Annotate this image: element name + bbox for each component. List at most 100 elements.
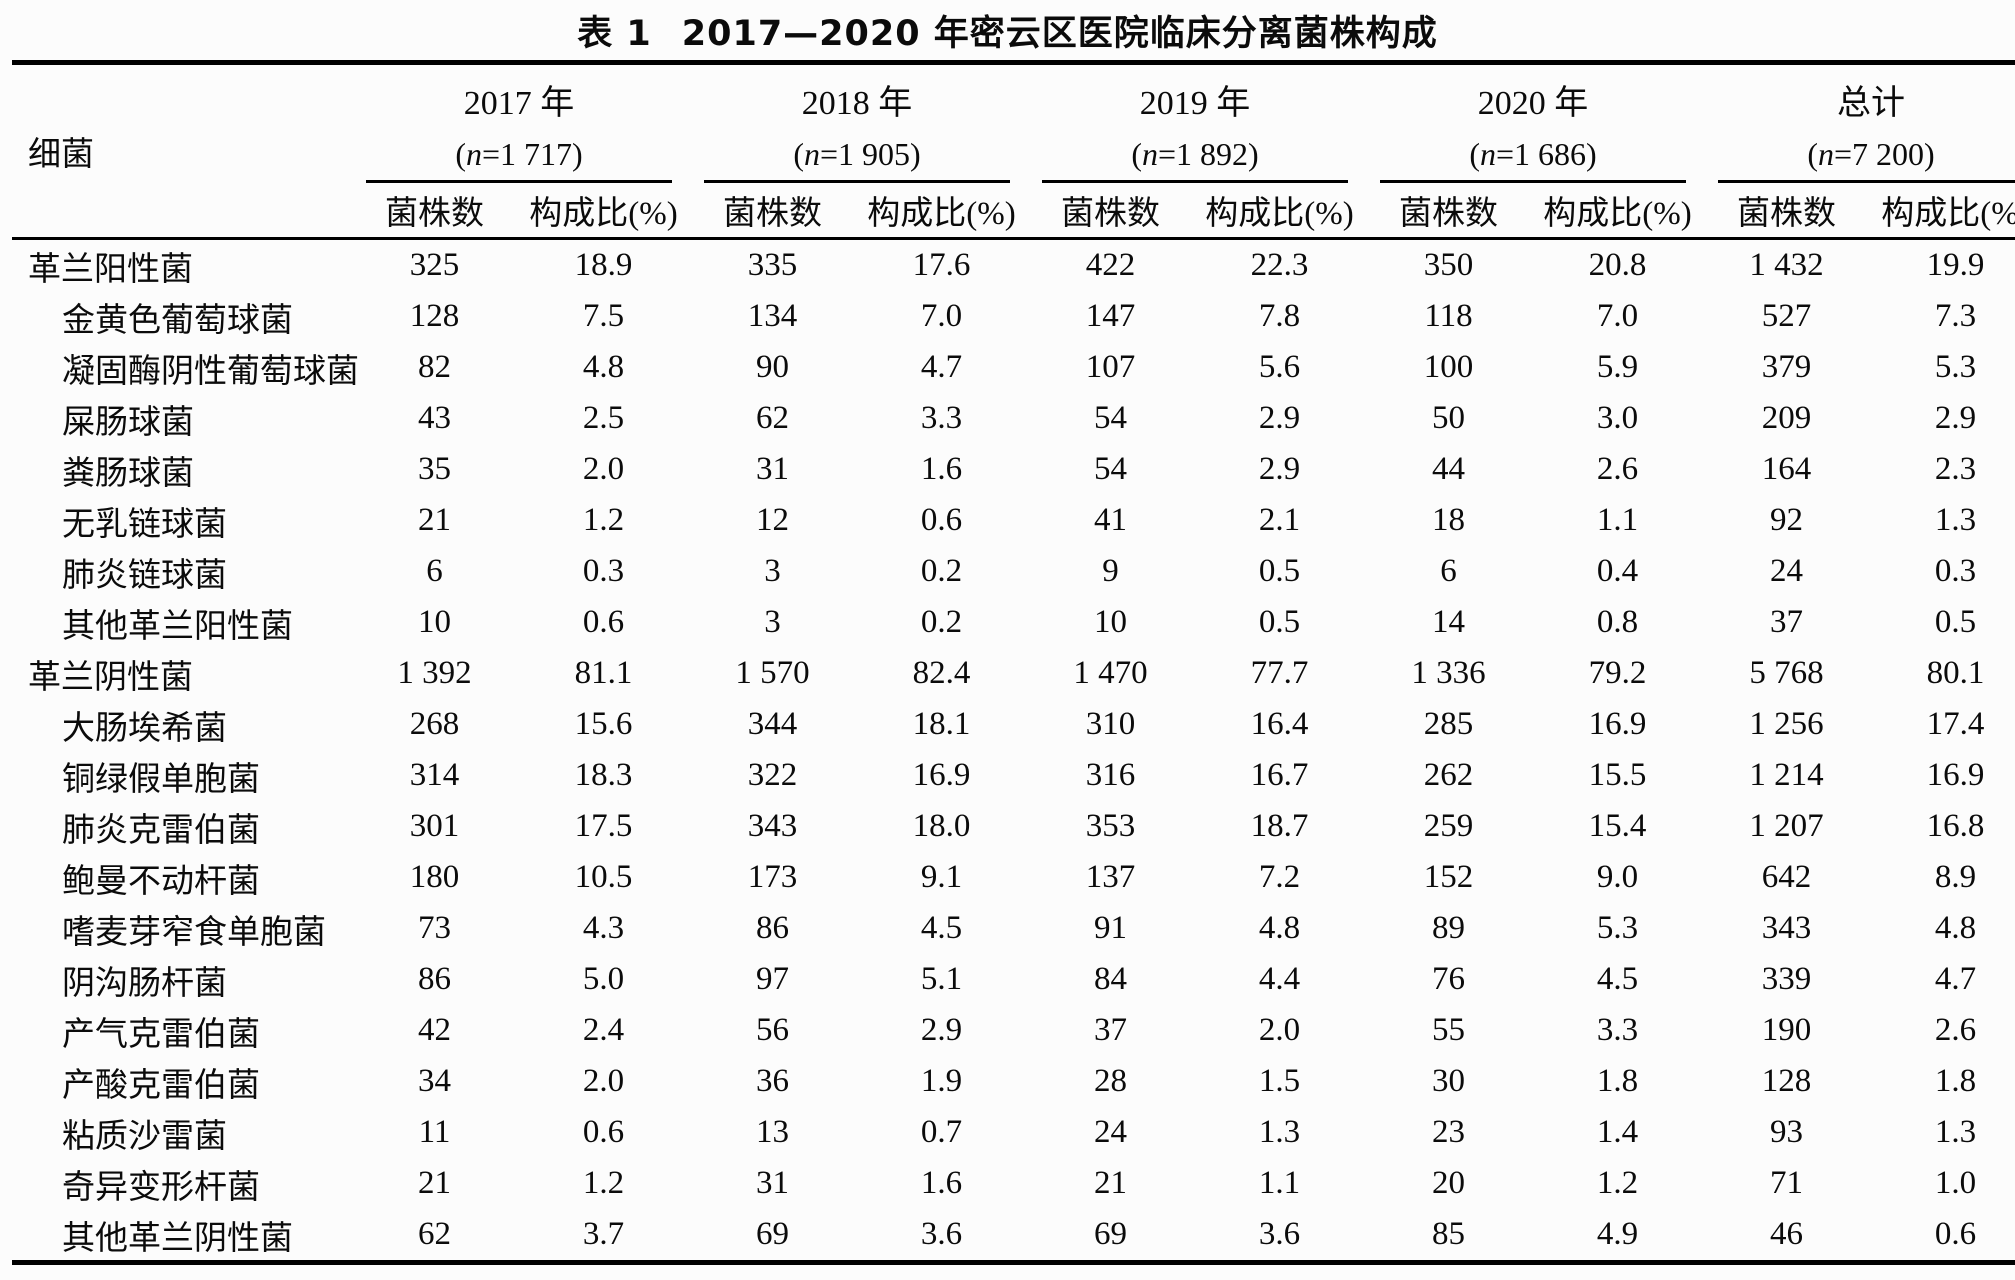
strain-count-cell: 6 [426, 553, 443, 589]
strain-count-cell: 86 [418, 961, 451, 997]
percentage-cell: 17.6 [912, 247, 971, 283]
table-row: 嗜麦芽窄食单胞菌 73 4.3 86 4.5 91 4.8 89 5.3 343 4.8 [12, 903, 2015, 954]
table-row: 屎肠球菌 43 2.5 62 3.3 54 2.9 50 3.0 209 2.9 [12, 393, 2015, 444]
strain-count-cell: 20 [1432, 1165, 1465, 1201]
percentage-cell: 3.6 [1258, 1216, 1301, 1252]
percentage-cell: 7.2 [1258, 859, 1301, 895]
percentage-cell: 5.1 [920, 961, 963, 997]
subheader-strain-count: 菌株数 [1702, 183, 1871, 240]
bacteria-name-cell: 其他革兰阳性菌 [62, 608, 293, 645]
bacteria-name-cell: 肺炎链球菌 [62, 557, 227, 594]
sample-size-label: (n=7 200) [1702, 125, 2015, 183]
strain-count-cell: 1 392 [397, 655, 472, 691]
strain-count-cell: 55 [1432, 1012, 1465, 1048]
strain-count-cell: 1 570 [735, 655, 810, 691]
strain-count-cell: 642 [1761, 859, 1812, 895]
percentage-cell: 7.0 [1596, 298, 1639, 334]
strain-count-cell: 353 [1085, 808, 1136, 844]
strain-count-cell: 35 [418, 451, 451, 487]
strain-count-cell: 85 [1432, 1216, 1465, 1252]
percentage-cell: 18.3 [574, 757, 633, 793]
percentage-cell: 2.6 [1934, 1012, 1977, 1048]
bacteria-name-cell: 粘质沙雷菌 [62, 1118, 227, 1155]
subheader-percentage: 构成比(%) [519, 183, 688, 240]
bacteria-name-cell: 嗜麦芽窄食单胞菌 [62, 914, 326, 951]
strain-count-cell: 209 [1761, 400, 1812, 436]
percentage-cell: 1.6 [920, 451, 963, 487]
percentage-cell: 4.5 [1596, 961, 1639, 997]
strain-count-cell: 76 [1432, 961, 1465, 997]
strain-count-cell: 3 [764, 604, 781, 640]
percentage-cell: 0.2 [920, 553, 963, 589]
strain-count-cell: 69 [756, 1216, 789, 1252]
strain-count-cell: 322 [747, 757, 798, 793]
sample-size-label: (n=1 717) [350, 125, 688, 183]
percentage-cell: 16.4 [1250, 706, 1309, 742]
strain-count-cell: 325 [409, 247, 460, 283]
percentage-cell: 4.7 [1934, 961, 1977, 997]
percentage-cell: 10.5 [574, 859, 633, 895]
strain-count-cell: 43 [418, 400, 451, 436]
table-row: 肺炎链球菌 6 0.3 3 0.2 9 0.5 6 0.4 24 0.3 [12, 546, 2015, 597]
bacteria-name-cell: 产酸克雷伯菌 [62, 1067, 260, 1104]
bacteria-name-cell: 金黄色葡萄球菌 [62, 302, 293, 339]
percentage-cell: 0.2 [920, 604, 963, 640]
strain-count-cell: 54 [1094, 400, 1127, 436]
strain-count-cell: 71 [1770, 1165, 1803, 1201]
percentage-cell: 5.9 [1596, 349, 1639, 385]
subheader-percentage: 构成比(%) [1871, 183, 2015, 240]
strain-count-cell: 21 [418, 502, 451, 538]
percentage-cell: 3.0 [1596, 400, 1639, 436]
year-group-header: 总计 [1837, 84, 1905, 122]
subheader-percentage: 构成比(%) [1195, 183, 1364, 240]
strain-count-cell: 310 [1085, 706, 1136, 742]
table-header: 细菌 2017 年 2018 年 2019 年 2020 年总计 (n=1 717)(… [12, 62, 2015, 240]
strain-count-cell: 1 214 [1749, 757, 1824, 793]
percentage-cell: 4.5 [920, 910, 963, 946]
table-row: 阴沟肠杆菌 86 5.0 97 5.1 84 4.4 76 4.5 339 4.7 [12, 954, 2015, 1005]
bacteria-name-cell: 奇异变形杆菌 [62, 1169, 260, 1206]
percentage-cell: 16.9 [1926, 757, 1985, 793]
percentage-cell: 0.4 [1596, 553, 1639, 589]
percentage-cell: 1.3 [1934, 502, 1977, 538]
strain-count-cell: 137 [1085, 859, 1136, 895]
percentage-cell: 1.2 [1596, 1165, 1639, 1201]
column-header-bacteria: 细菌 [12, 62, 350, 240]
table-row: 产酸克雷伯菌 34 2.0 36 1.9 28 1.5 30 1.8 128 1.8 [12, 1056, 2015, 1107]
subheader-percentage: 构成比(%) [1533, 183, 1702, 240]
bacteria-name-cell: 革兰阴性菌 [28, 659, 193, 696]
strain-count-cell: 10 [418, 604, 451, 640]
subheader-row: 菌株数 构成比(%) 菌株数 构成比(%) 菌株数 构成比(%) 菌株数 构成比(%) 菌株数构… [12, 183, 2015, 240]
table-row: 革兰阳性菌 325 18.9 335 17.6 422 22.3 350 20.8 1 432 19… [12, 239, 2015, 292]
table-row: 粪肠球菌 35 2.0 31 1.6 54 2.9 44 2.6 164 2.3 [12, 444, 2015, 495]
bacteria-name-cell: 凝固酶阴性葡萄球菌 [62, 353, 359, 390]
percentage-cell: 2.9 [1258, 451, 1301, 487]
table-row: 产气克雷伯菌 42 2.4 56 2.9 37 2.0 55 3.3 190 2.6 [12, 1005, 2015, 1056]
percentage-cell: 0.6 [1934, 1216, 1977, 1252]
strain-count-cell: 21 [1094, 1165, 1127, 1201]
percentage-cell: 0.3 [582, 553, 625, 589]
strain-count-cell: 18 [1432, 502, 1465, 538]
strain-count-cell: 30 [1432, 1063, 1465, 1099]
subheader-strain-count: 菌株数 [688, 183, 857, 240]
bacteria-name-cell: 屎肠球菌 [62, 404, 194, 441]
subheader-strain-count: 菌株数 [1026, 183, 1195, 240]
percentage-cell: 0.6 [582, 1114, 625, 1150]
bacteria-name-cell: 铜绿假单胞菌 [62, 761, 260, 798]
percentage-cell: 20.8 [1588, 247, 1647, 283]
strain-count-cell: 9 [1102, 553, 1119, 589]
sample-size-label: (n=1 905) [688, 125, 1026, 183]
strain-count-cell: 100 [1423, 349, 1474, 385]
strain-count-cell: 50 [1432, 400, 1465, 436]
percentage-cell: 19.9 [1926, 247, 1985, 283]
strain-count-cell: 37 [1770, 604, 1803, 640]
year-group-header: 2017 年 [463, 84, 575, 122]
sample-size-label: (n=1 892) [1026, 125, 1364, 183]
percentage-cell: 82.4 [912, 655, 971, 691]
strain-count-cell: 180 [409, 859, 460, 895]
strain-count-cell: 1 336 [1411, 655, 1486, 691]
strain-count-cell: 14 [1432, 604, 1465, 640]
table-row: 无乳链球菌 21 1.2 12 0.6 41 2.1 18 1.1 92 1.3 [12, 495, 2015, 546]
percentage-cell: 0.7 [920, 1114, 963, 1150]
strain-count-cell: 12 [756, 502, 789, 538]
